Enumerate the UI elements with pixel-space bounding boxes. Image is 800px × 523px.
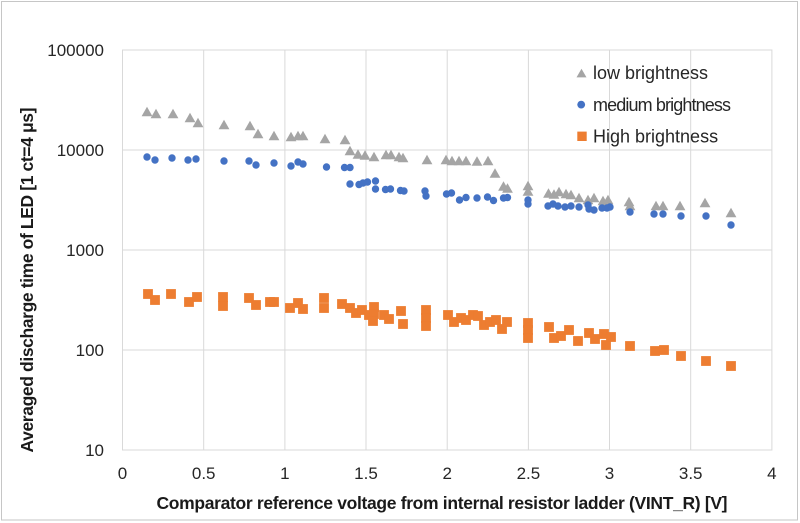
svg-text:Averaged discharge time of LED: Averaged discharge time of LED [1 ct=4 μ…: [17, 108, 37, 453]
svg-text:3.5: 3.5: [679, 464, 703, 483]
svg-text:100: 100: [76, 341, 104, 360]
svg-text:4: 4: [767, 464, 776, 483]
svg-text:1: 1: [280, 464, 289, 483]
svg-text:2: 2: [442, 464, 451, 483]
svg-text:medium brightness: medium brightness: [593, 95, 731, 115]
svg-text:10000: 10000: [57, 141, 104, 160]
svg-text:1000: 1000: [66, 241, 104, 260]
svg-text:3: 3: [605, 464, 614, 483]
svg-text:High brightness: High brightness: [593, 127, 718, 147]
svg-text:Comparator reference voltage f: Comparator reference voltage from intern…: [157, 493, 728, 513]
svg-text:low brightness: low brightness: [593, 63, 708, 83]
svg-text:100000: 100000: [47, 41, 104, 60]
svg-text:0.5: 0.5: [192, 464, 216, 483]
svg-text:1.5: 1.5: [354, 464, 378, 483]
svg-text:0: 0: [118, 464, 127, 483]
svg-text:2.5: 2.5: [517, 464, 541, 483]
svg-text:10: 10: [85, 441, 104, 460]
